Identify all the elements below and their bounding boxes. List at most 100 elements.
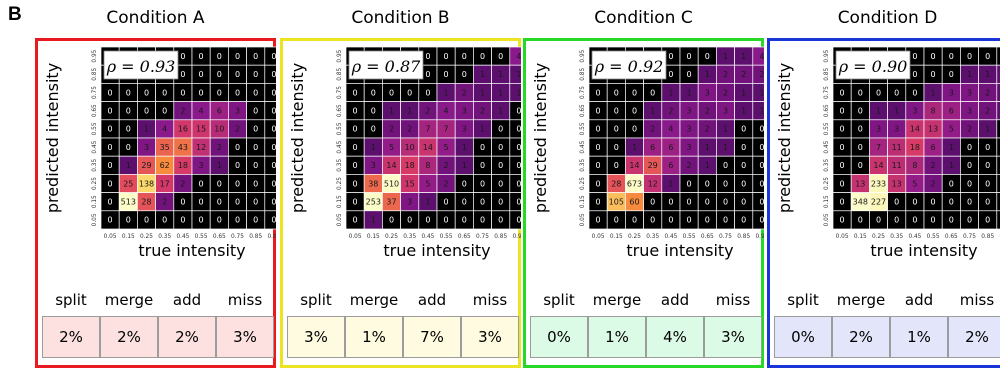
cell-value-label: 7: [876, 143, 881, 152]
cell-value-label: 0: [596, 216, 601, 225]
rho-annotation: ρ = 0.87: [351, 57, 421, 76]
cell-value-label: 0: [516, 179, 521, 188]
cell-value-label: 0: [199, 52, 204, 61]
cell-value-label: 0: [353, 107, 358, 116]
cell-value-label: 3: [967, 88, 972, 97]
metric-label-merge: merge: [347, 291, 401, 309]
cell-value-label: 0: [687, 52, 692, 61]
cell-value-label: 12: [648, 179, 658, 188]
cell-value-label: 0: [516, 107, 521, 116]
x-tick-label: 0.15: [854, 234, 867, 240]
cell-value-label: 0: [759, 161, 764, 170]
cell-value-label: 0: [759, 216, 764, 225]
heatmap-chart: 0000000114000000122200001132110001232311…: [523, 44, 764, 280]
x-tick-label: 0.45: [421, 234, 434, 240]
metric-value-add: 4%: [646, 316, 704, 358]
y-tick-label: 0.55: [92, 122, 98, 135]
cell-value-label: 0: [759, 125, 764, 134]
cell-value-label: 1: [759, 88, 764, 97]
cell-value-label: 3: [876, 125, 881, 134]
cell-value-label: 0: [596, 161, 601, 170]
cell-value-label: 0: [353, 216, 358, 225]
cell-value-label: 0: [235, 179, 240, 188]
cell-value-label: 0: [931, 70, 936, 79]
y-tick-label: 0.85: [824, 68, 830, 81]
cell-value-label: 0: [235, 88, 240, 97]
cell-value-label: 0: [516, 216, 521, 225]
cell-value-label: 0: [741, 216, 746, 225]
cell-value-label: 0: [235, 216, 240, 225]
cell-value-label: 510: [384, 179, 399, 188]
y-tick-label: 0.35: [92, 159, 98, 172]
cell-value-label: 12: [196, 143, 206, 152]
x-tick-label: 0.05: [836, 234, 849, 240]
cell-value-label: 0: [253, 198, 258, 207]
cell-value-label: 1: [389, 107, 394, 116]
cell-value-label: 0: [498, 125, 503, 134]
cell-value-label: 2: [235, 125, 240, 134]
cell-value-label: 0: [840, 216, 845, 225]
cell-value-label: 43: [178, 143, 188, 152]
cell-value-label: 0: [108, 125, 113, 134]
cell-value-label: 0: [650, 216, 655, 225]
cell-value-label: 3: [705, 88, 710, 97]
cell-value-label: 0: [632, 107, 637, 116]
cell-value-label: 0: [596, 107, 601, 116]
cell-value-label: 0: [353, 88, 358, 97]
x-tick-label: 0.25: [628, 234, 641, 240]
cell-value-label: 0: [480, 52, 485, 61]
cell-value-label: 3: [371, 161, 376, 170]
cell-value-label: 1: [407, 107, 412, 116]
cell-value-label: 0: [894, 216, 899, 225]
y-tick-label: 0.95: [580, 49, 586, 62]
metric-label-add: add: [648, 291, 702, 309]
cell-value-label: 0: [498, 179, 503, 188]
cell-value-label: 0: [353, 179, 358, 188]
cell-value-label: 0: [741, 125, 746, 134]
cell-value-label: 105: [609, 198, 624, 207]
cell-value-label: 0: [271, 179, 276, 188]
cell-value-label: 2: [985, 107, 990, 116]
cell-value-label: 0: [462, 198, 467, 207]
cell-value-label: 3: [462, 107, 467, 116]
x-axis-label: true intensity: [626, 241, 733, 260]
cell-value-label: 15: [196, 125, 206, 134]
cell-value-label: 3: [235, 107, 240, 116]
cell-value-label: 2: [668, 107, 673, 116]
condition-title: Condition A: [36, 8, 276, 28]
x-tick-label: 0.35: [403, 234, 416, 240]
x-tick-label: 0.15: [122, 234, 135, 240]
cell-value-label: 1: [967, 70, 972, 79]
cell-value-label: 1: [668, 88, 673, 97]
cell-value-label: 0: [516, 143, 521, 152]
cell-value-label: 0: [668, 216, 673, 225]
cell-value-label: 0: [705, 179, 710, 188]
cell-value-label: 0: [353, 161, 358, 170]
cell-value-label: 13: [928, 125, 938, 134]
cell-value-label: 0: [516, 125, 521, 134]
cell-value-label: 0: [271, 216, 276, 225]
cell-value-label: 1: [741, 107, 746, 116]
rho-annotation: ρ = 0.90: [838, 57, 908, 76]
x-tick-label: 0.75: [476, 234, 489, 240]
metric-label-add: add: [160, 291, 214, 309]
y-tick-label: 0.45: [337, 140, 343, 153]
cell-value-label: 0: [949, 179, 954, 188]
heatmap-chart: 0000000004000000011100000121110011243210…: [280, 44, 521, 280]
x-tick-label: 0.05: [592, 234, 605, 240]
x-tick-label: 0.85: [737, 234, 750, 240]
cell-value-label: 2: [407, 125, 412, 134]
cell-value-label: 0: [407, 88, 412, 97]
cell-value-label: 0: [840, 107, 845, 116]
cell-value-label: 0: [632, 125, 637, 134]
cell-value-label: 6: [217, 107, 222, 116]
metric-label-merge: merge: [590, 291, 644, 309]
cell-value-label: 0: [180, 52, 185, 61]
cell-value-label: 2: [705, 125, 710, 134]
metric-value-add: 2%: [158, 316, 216, 358]
cell-value-label: 0: [498, 216, 503, 225]
cell-value-label: 1: [985, 125, 990, 134]
cell-value-label: 0: [108, 216, 113, 225]
cell-value-label: 0: [687, 216, 692, 225]
y-tick-label: 0.65: [824, 104, 830, 117]
